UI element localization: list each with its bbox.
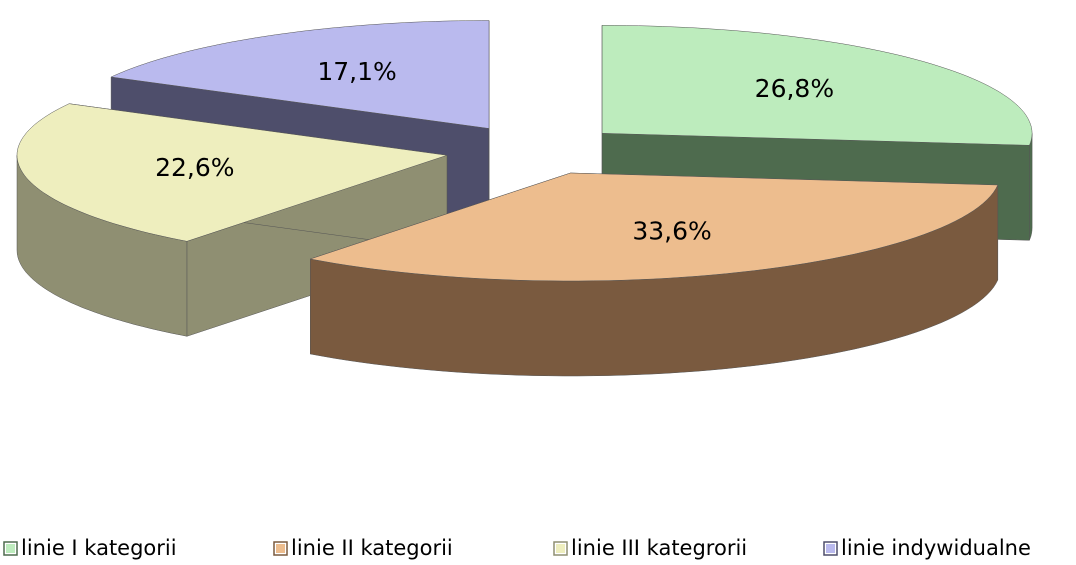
slice-group: 22,6%	[16, 103, 448, 337]
data-label: 26,8%	[755, 74, 834, 103]
legend-label: linie indywidualne	[841, 536, 1031, 560]
slice-group: 33,6%	[310, 172, 999, 377]
pie-slice	[16, 103, 448, 242]
legend-label: linie II kategorii	[291, 536, 453, 560]
legend-swatch-fill	[276, 544, 285, 553]
pie-slice	[601, 25, 1033, 146]
data-label: 17,1%	[317, 57, 396, 86]
legend-swatch-fill	[826, 544, 835, 553]
pie-slice	[110, 20, 490, 129]
legend-label: linie III kategrorii	[571, 536, 747, 560]
legend-swatch-fill	[6, 544, 15, 553]
legend-label: linie I kategorii	[21, 536, 177, 560]
slice-outer-wall	[1029, 133, 1033, 241]
legend-swatch-fill	[556, 544, 565, 553]
data-label: 22,6%	[155, 153, 234, 182]
pie-slice	[310, 172, 999, 282]
data-label: 33,6%	[632, 217, 711, 246]
